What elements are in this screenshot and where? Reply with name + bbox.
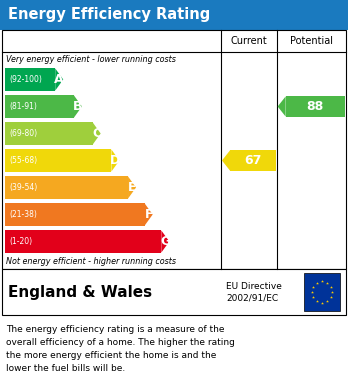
- Bar: [5, 203, 145, 226]
- Text: (21-38): (21-38): [9, 210, 37, 219]
- Text: G: G: [160, 235, 171, 248]
- Polygon shape: [161, 230, 169, 253]
- Text: A: A: [54, 73, 64, 86]
- Text: F: F: [144, 208, 153, 221]
- Bar: [5, 68, 55, 91]
- Text: (39-54): (39-54): [9, 183, 37, 192]
- Bar: [5, 122, 93, 145]
- Bar: [5, 230, 161, 253]
- Polygon shape: [145, 203, 153, 226]
- Text: D: D: [110, 154, 120, 167]
- Text: (69-80): (69-80): [9, 129, 37, 138]
- Bar: [5, 176, 128, 199]
- Text: Not energy efficient - higher running costs: Not energy efficient - higher running co…: [6, 258, 176, 267]
- Text: Current: Current: [230, 36, 267, 46]
- Text: Very energy efficient - lower running costs: Very energy efficient - lower running co…: [6, 54, 176, 63]
- Polygon shape: [222, 151, 230, 170]
- Text: Energy Efficiency Rating: Energy Efficiency Rating: [8, 7, 210, 23]
- Text: 67: 67: [244, 154, 261, 167]
- Bar: [230, 151, 276, 170]
- Text: The energy efficiency rating is a measure of the
overall efficiency of a home. T: The energy efficiency rating is a measur…: [6, 325, 235, 373]
- Text: 88: 88: [307, 100, 324, 113]
- Text: (55-68): (55-68): [9, 156, 37, 165]
- Text: England & Wales: England & Wales: [8, 285, 152, 300]
- Bar: [5, 95, 74, 118]
- Polygon shape: [111, 149, 119, 172]
- Bar: [2, 269, 346, 315]
- Polygon shape: [128, 176, 136, 199]
- Text: B: B: [73, 100, 83, 113]
- Polygon shape: [74, 95, 82, 118]
- Text: (1-20): (1-20): [9, 237, 32, 246]
- Polygon shape: [55, 68, 63, 91]
- Polygon shape: [278, 96, 286, 117]
- Text: Potential: Potential: [290, 36, 333, 46]
- Bar: [286, 96, 345, 117]
- Bar: [304, 273, 340, 311]
- Text: EU Directive
2002/91/EC: EU Directive 2002/91/EC: [226, 282, 282, 302]
- Text: E: E: [128, 181, 136, 194]
- Bar: [2, 30, 346, 269]
- Text: (92-100): (92-100): [9, 75, 42, 84]
- Text: (81-91): (81-91): [9, 102, 37, 111]
- Bar: [5, 149, 111, 172]
- Bar: [0, 0, 348, 30]
- Text: C: C: [92, 127, 101, 140]
- Polygon shape: [93, 122, 101, 145]
